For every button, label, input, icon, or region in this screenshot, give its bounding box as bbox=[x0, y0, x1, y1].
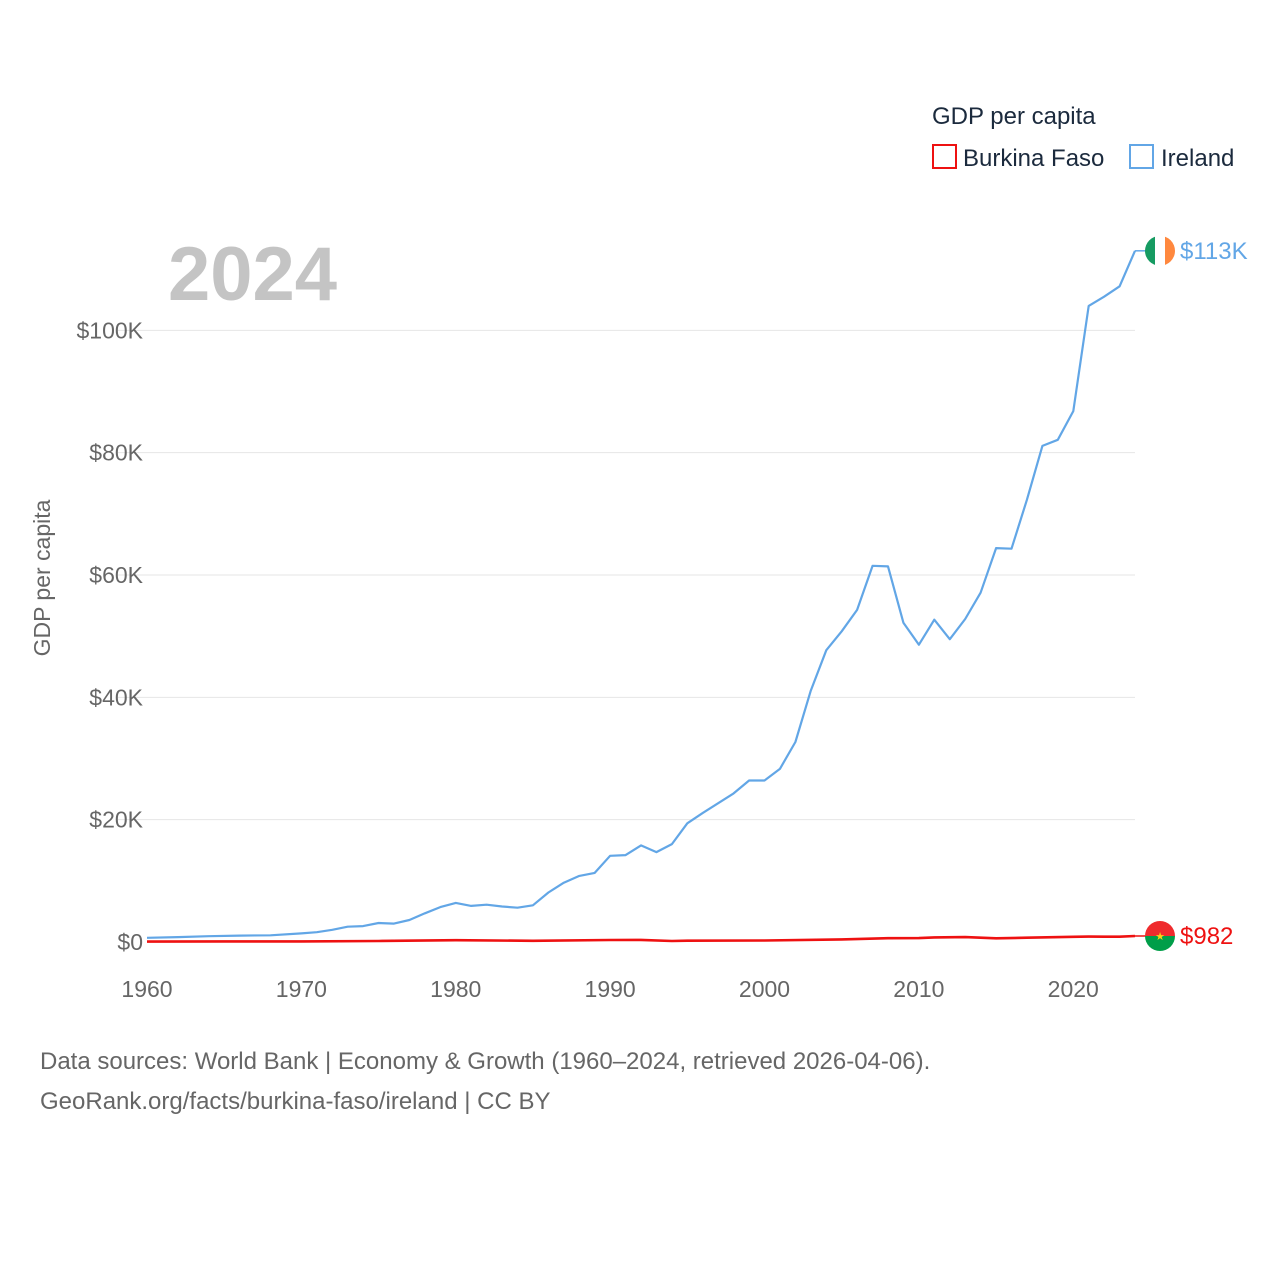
x-tick-label: 2010 bbox=[893, 976, 944, 1002]
series-line-ireland[interactable] bbox=[146, 250, 1137, 939]
burkina-faso-flag-icon: ★ bbox=[1145, 920, 1175, 951]
data-source-note: Data sources: World Bank | Economy & Gro… bbox=[40, 1042, 930, 1122]
legend: GDP per capita Burkina Faso Ireland bbox=[932, 103, 1234, 172]
x-tick-label: 1970 bbox=[276, 976, 327, 1002]
end-value-label-burkina-faso: $982 bbox=[1180, 923, 1233, 950]
series-line-burkina-faso[interactable] bbox=[146, 934, 1136, 943]
source-line-1: Data sources: World Bank | Economy & Gro… bbox=[40, 1048, 931, 1075]
x-tick-label: 1990 bbox=[585, 976, 636, 1002]
source-line-2[interactable]: GeoRank.org/facts/burkina-faso/ireland |… bbox=[40, 1088, 551, 1115]
y-tick-label: $40K bbox=[89, 684, 143, 710]
x-tick-label: 2000 bbox=[739, 976, 790, 1002]
legend-title: GDP per capita bbox=[932, 103, 1096, 130]
y-tick-label: $100K bbox=[76, 317, 143, 343]
legend-label-ireland[interactable]: Ireland bbox=[1161, 145, 1234, 172]
y-tick-label: $80K bbox=[89, 440, 143, 466]
x-tick-label: 1980 bbox=[430, 976, 481, 1002]
legend-swatch-ireland[interactable] bbox=[1129, 144, 1154, 169]
ireland-flag-icon bbox=[1145, 235, 1175, 266]
x-tick-label: 2020 bbox=[1048, 976, 1099, 1002]
y-tick-label: $0 bbox=[117, 929, 143, 955]
legend-label-burkina-faso[interactable]: Burkina Faso bbox=[963, 145, 1104, 172]
svg-text:★: ★ bbox=[1155, 931, 1165, 943]
y-tick-label: $60K bbox=[89, 562, 143, 588]
legend-swatch-burkina-faso[interactable] bbox=[932, 144, 957, 169]
y-axis-label: GDP per capita bbox=[29, 499, 55, 656]
x-tick-label: 1960 bbox=[121, 976, 172, 1002]
y-tick-label: $20K bbox=[89, 807, 143, 833]
end-value-label-ireland: $113K bbox=[1180, 238, 1248, 265]
year-label: 2024 bbox=[168, 232, 337, 317]
